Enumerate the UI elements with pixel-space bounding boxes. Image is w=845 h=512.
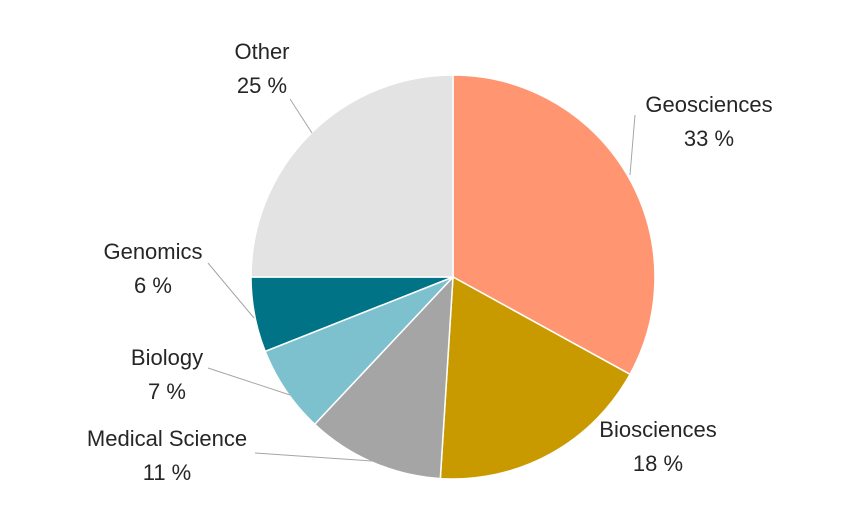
slice-value-biosciences: 18 %: [633, 451, 683, 476]
leader-line-medical-science: [254, 452, 373, 462]
slice-value-biology: 7 %: [148, 379, 186, 404]
leader-lines: [207, 98, 636, 462]
pie-slice-medical-science: [313, 274, 454, 480]
pie-slices: [250, 74, 656, 480]
slice-label-genomics: Genomics 6 %: [103, 239, 202, 298]
pie-slice-other: [250, 74, 454, 278]
slice-category-geosciences: Geosciences: [645, 92, 772, 117]
slice-category-biology: Biology: [131, 345, 203, 370]
slice-label-other: Other 25 %: [234, 39, 289, 98]
slice-label-medical-science: Medical Science 11 %: [87, 426, 247, 485]
slice-category-genomics: Genomics: [103, 239, 202, 264]
pie-slice-geosciences: [452, 74, 656, 376]
leader-line-biology: [207, 367, 291, 396]
slice-label-biology: Biology 7 %: [131, 345, 203, 404]
slice-value-geosciences: 33 %: [684, 126, 734, 151]
slice-category-other: Other: [234, 39, 289, 64]
leader-line-other: [289, 98, 313, 134]
slice-value-other: 25 %: [237, 73, 287, 98]
slice-value-medical-science: 11 %: [143, 460, 192, 485]
slice-label-geosciences: Geosciences 33 %: [645, 92, 772, 151]
slice-category-biosciences: Biosciences: [599, 417, 716, 442]
slice-category-medical-science: Medical Science: [87, 426, 247, 451]
leader-line-geosciences: [629, 114, 636, 176]
slice-label-biosciences: Biosciences 18 %: [599, 417, 716, 476]
slice-labels: Geosciences 33 % Biosciences 18 % Medical Sc…: [87, 39, 773, 485]
slice-value-genomics: 6 %: [134, 273, 172, 298]
pie-slice-biosciences: [439, 275, 632, 480]
leader-line-genomics: [207, 262, 255, 319]
